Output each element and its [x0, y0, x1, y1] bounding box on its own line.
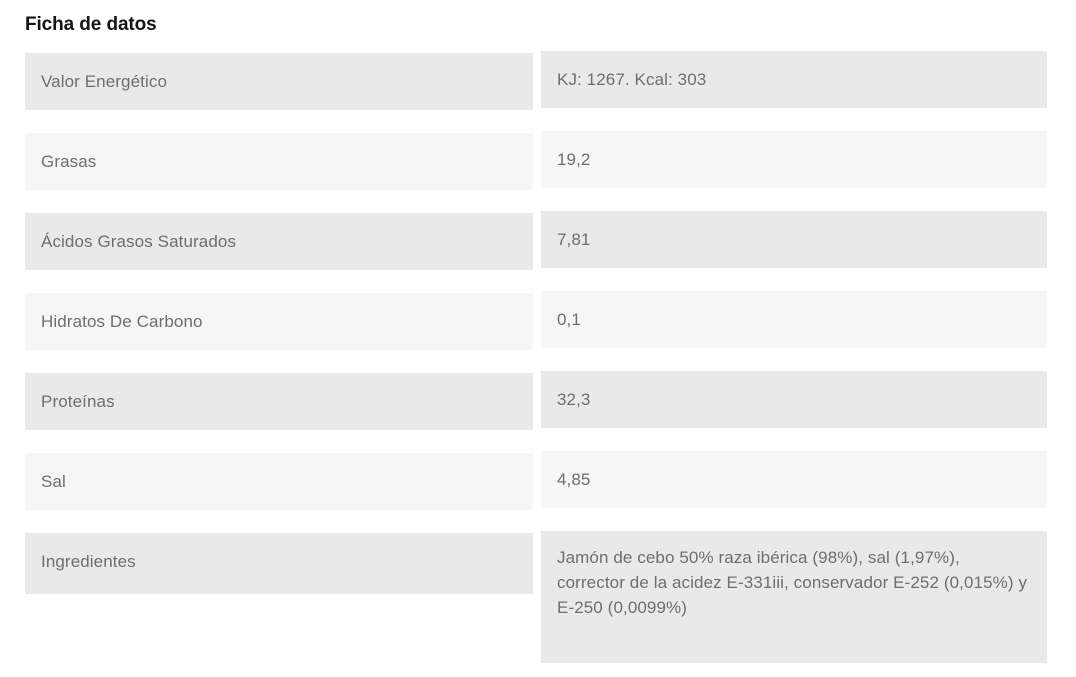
row-label: Proteínas	[25, 373, 533, 430]
table-row: Valor Energético KJ: 1267. Kcal: 303	[0, 44, 1076, 110]
page-title: Ficha de datos	[25, 14, 157, 35]
row-value-text: 7,81	[557, 230, 591, 249]
row-label: Grasas	[25, 133, 533, 190]
table-row: Ingredientes Jamón de cebo 50% raza ibéri…	[0, 524, 1076, 663]
row-label: Hidratos De Carbono	[25, 293, 533, 350]
datasheet-page: Ficha de datos Valor Energético KJ: 1267.…	[25, 14, 1047, 663]
row-value: 7,81	[541, 211, 1047, 268]
specification-table: Valor Energético KJ: 1267. Kcal: 303 Grasa…	[0, 44, 1076, 677]
row-value-text: 0,1	[557, 310, 581, 329]
row-label: Sal	[25, 453, 533, 510]
row-value-text: Jamón de cebo 50% raza ibérica (98%), sa…	[557, 548, 1028, 617]
row-value: 19,2	[541, 131, 1047, 188]
row-value-text: 32,3	[557, 390, 591, 409]
table-row: Grasas 19,2	[0, 124, 1076, 190]
row-value: 4,85	[541, 451, 1047, 508]
table-row: Hidratos De Carbono 0,1	[0, 284, 1076, 350]
row-value-text: KJ: 1267. Kcal: 303	[557, 70, 707, 89]
row-label: Ingredientes	[25, 533, 533, 594]
row-label: Valor Energético	[25, 53, 533, 110]
row-value-text: 19,2	[557, 150, 591, 169]
row-label: Ácidos Grasos Saturados	[25, 213, 533, 270]
table-row: Ácidos Grasos Saturados 7,81	[0, 204, 1076, 270]
row-value: 32,3	[541, 371, 1047, 428]
row-value: Jamón de cebo 50% raza ibérica (98%), sa…	[541, 531, 1047, 663]
row-value-text: 4,85	[557, 470, 591, 489]
row-value: KJ: 1267. Kcal: 303	[541, 51, 1047, 108]
row-value: 0,1	[541, 291, 1047, 348]
table-row: Proteínas 32,3	[0, 364, 1076, 430]
table-row: Sal 4,85	[0, 444, 1076, 510]
